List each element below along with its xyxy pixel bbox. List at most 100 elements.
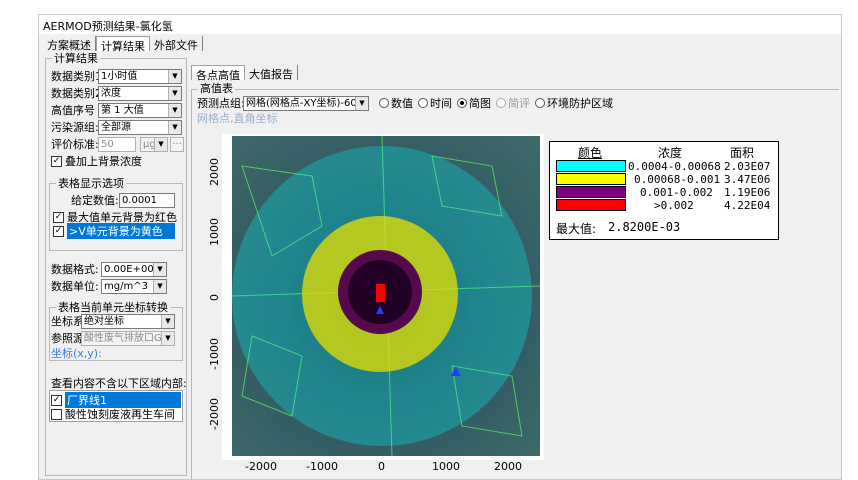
option-v-yellow-checkbox[interactable]: ✓ xyxy=(53,225,64,237)
point-group-row: 预测点组: 网格(网格点-XY坐标)-604 ▼ 数值 时间 简图 简评 xyxy=(197,95,613,111)
format-select[interactable]: 0.00E+00 ▼ xyxy=(101,261,167,277)
data-category-1-select[interactable]: 1小时值 ▼ xyxy=(98,68,182,84)
legend-range-4: >0.002 xyxy=(654,199,694,212)
exclude-item-boundary[interactable]: ✓ 厂界线1 xyxy=(51,392,181,408)
radio-protection-zone[interactable]: 环境防护区域 xyxy=(535,95,613,111)
coord-system-label: 坐标系: xyxy=(51,315,88,328)
main-tabs: 方案概述 计算结果 外部文件 xyxy=(43,36,203,53)
ref-source-label: 参照源: xyxy=(51,332,88,345)
y-tick-1000: 1000 xyxy=(208,218,221,246)
chevron-down-icon: ▼ xyxy=(153,279,166,293)
chevron-down-icon: ▼ xyxy=(153,262,166,276)
tab-external-files[interactable]: 外部文件 xyxy=(150,36,203,52)
standard-more-button[interactable]: ··· xyxy=(170,136,184,152)
option-v-yellow-label: >V单元背景为黄色 xyxy=(67,223,175,239)
option-max-red-label: 最大值单元背景为红色 xyxy=(67,211,177,224)
y-tick-minus-1000: -1000 xyxy=(208,338,221,370)
radio-values-circle[interactable] xyxy=(379,98,389,108)
high-table-group: 高值表 xyxy=(191,82,839,479)
chevron-down-icon: ▼ xyxy=(355,96,368,110)
standard-row: 评价标准: 50 μg ▼ ··· xyxy=(51,136,184,152)
radio-brief-circle[interactable] xyxy=(496,98,506,108)
tab-high-report[interactable]: 大值报告 xyxy=(245,65,298,81)
radio-brief-label: 简评 xyxy=(508,97,530,110)
window-title: AERMOD预测结果-氯化氢 xyxy=(39,15,841,34)
coord-link[interactable]: 坐标(x,y): xyxy=(51,347,102,360)
exclude-workshop-checkbox[interactable] xyxy=(51,408,62,420)
chevron-down-icon: ▼ xyxy=(161,314,174,328)
given-value-row: 给定数值: 0.0001 xyxy=(71,192,175,208)
result-tabs: 各点高值 大值报告 xyxy=(191,65,298,82)
legend-range-2: 0.00068-0.001 xyxy=(634,173,721,186)
exclude-boundary-checkbox[interactable]: ✓ xyxy=(51,394,62,406)
unit-select[interactable]: mg/m^3 ▼ xyxy=(101,278,167,294)
radio-sketch[interactable]: 简图 xyxy=(457,95,491,111)
y-tick-0: 0 xyxy=(208,294,221,301)
option-v-yellow-row[interactable]: ✓ >V单元背景为黄色 xyxy=(53,223,175,239)
radio-brief[interactable]: 简评 xyxy=(496,95,530,111)
grid-subtitle: 网格点,直角坐标 xyxy=(197,112,278,125)
given-value-input[interactable]: 0.0001 xyxy=(119,192,175,208)
chevron-down-icon: ▼ xyxy=(154,137,167,151)
rank-row: 高值序号 第 1 大值 ▼ xyxy=(51,102,182,118)
standard-unit-select[interactable]: μg ▼ xyxy=(140,136,168,152)
radio-sketch-label: 简图 xyxy=(469,97,491,110)
exclude-title-row: 查看内容不含以下区域内部: xyxy=(51,375,187,391)
point-group-value: 网格(网格点-XY坐标)-604 xyxy=(246,97,364,109)
legend-area-4: 4.22E04 xyxy=(724,199,771,212)
map-overlay xyxy=(232,136,540,456)
radio-time-label: 时间 xyxy=(430,97,452,110)
tab-overview[interactable]: 方案概述 xyxy=(43,36,96,52)
rank-label: 高值序号 xyxy=(51,104,95,117)
x-tick-minus-2000: -2000 xyxy=(245,460,277,473)
legend: 颜色 浓度 面积 0.0004-0.00068 2.03E07 0.00068-… xyxy=(549,141,779,240)
background-checkbox[interactable]: ✓ xyxy=(51,155,62,167)
coord-link-row: 坐标(x,y): xyxy=(51,345,102,361)
radio-values[interactable]: 数值 xyxy=(379,95,413,111)
source-marker-icon xyxy=(376,306,384,314)
source-group-select[interactable]: 全部源 ▼ xyxy=(98,119,182,135)
coord-system-row: 坐标系: 绝对坐标 ▼ xyxy=(51,313,175,329)
legend-swatch-yellow xyxy=(556,173,626,185)
radio-time[interactable]: 时间 xyxy=(418,95,452,111)
data-category-2-select[interactable]: 浓度 ▼ xyxy=(98,85,182,101)
legend-swatch-red xyxy=(556,199,626,211)
tab-results[interactable]: 计算结果 xyxy=(96,36,150,53)
unit-row: 数据单位: mg/m^3 ▼ xyxy=(51,278,167,294)
y-tick-2000: 2000 xyxy=(208,158,221,186)
background-label: 叠加上背景浓度 xyxy=(65,155,142,168)
option-max-red-row[interactable]: ✓ 最大值单元背景为红色 xyxy=(53,209,177,225)
format-value: 0.00E+00 xyxy=(104,263,154,275)
legend-header-conc: 浓度 xyxy=(658,146,683,160)
standard-unit-value: μg xyxy=(143,138,156,150)
legend-max-label: 最大值: xyxy=(556,222,597,236)
background-row[interactable]: ✓ 叠加上背景浓度 xyxy=(51,153,142,169)
unit-label: 数据单位: xyxy=(51,280,99,293)
data-category-2-row: 数据类别2 浓度 ▼ xyxy=(51,85,182,101)
legend-header-area: 面积 xyxy=(730,146,755,160)
ref-source-select[interactable]: 酸性废气排放口G ▼ xyxy=(81,330,175,346)
option-max-red-checkbox[interactable]: ✓ xyxy=(53,211,64,223)
radio-time-circle[interactable] xyxy=(418,98,428,108)
x-tick-minus-1000: -1000 xyxy=(306,460,338,473)
coord-system-select[interactable]: 绝对坐标 ▼ xyxy=(81,313,175,329)
display-options-title: 表格显示选项 xyxy=(56,177,126,190)
exclude-item-workshop[interactable]: 酸性蚀刻废液再生车间 xyxy=(51,406,175,422)
tab-point-highs[interactable]: 各点高值 xyxy=(191,65,245,82)
unit-value: mg/m^3 xyxy=(104,280,148,292)
x-tick-1000: 1000 xyxy=(432,460,460,473)
ref-source-row: 参照源: 酸性废气排放口G ▼ xyxy=(51,330,175,346)
ref-source-value: 酸性废气排放口G xyxy=(84,332,162,344)
standard-input[interactable]: 50 xyxy=(98,136,136,152)
chevron-down-icon: ▼ xyxy=(161,331,174,345)
legend-area-2: 3.47E06 xyxy=(724,173,771,186)
legend-header-color: 颜色 xyxy=(578,146,603,160)
point-group-select[interactable]: 网格(网格点-XY坐标)-604 ▼ xyxy=(243,95,369,111)
rank-select[interactable]: 第 1 大值 ▼ xyxy=(98,102,182,118)
radio-protection-zone-circle[interactable] xyxy=(535,98,545,108)
coord-group-title: 表格当前单元坐标转换 xyxy=(56,301,170,314)
concentration-map xyxy=(232,136,540,456)
right-panel: 各点高值 大值报告 高值表 预测点组: 网格(网格点-XY坐标)-604 ▼ 数… xyxy=(191,65,841,479)
radio-sketch-circle[interactable] xyxy=(457,98,467,108)
given-value-label: 给定数值: xyxy=(71,194,119,207)
